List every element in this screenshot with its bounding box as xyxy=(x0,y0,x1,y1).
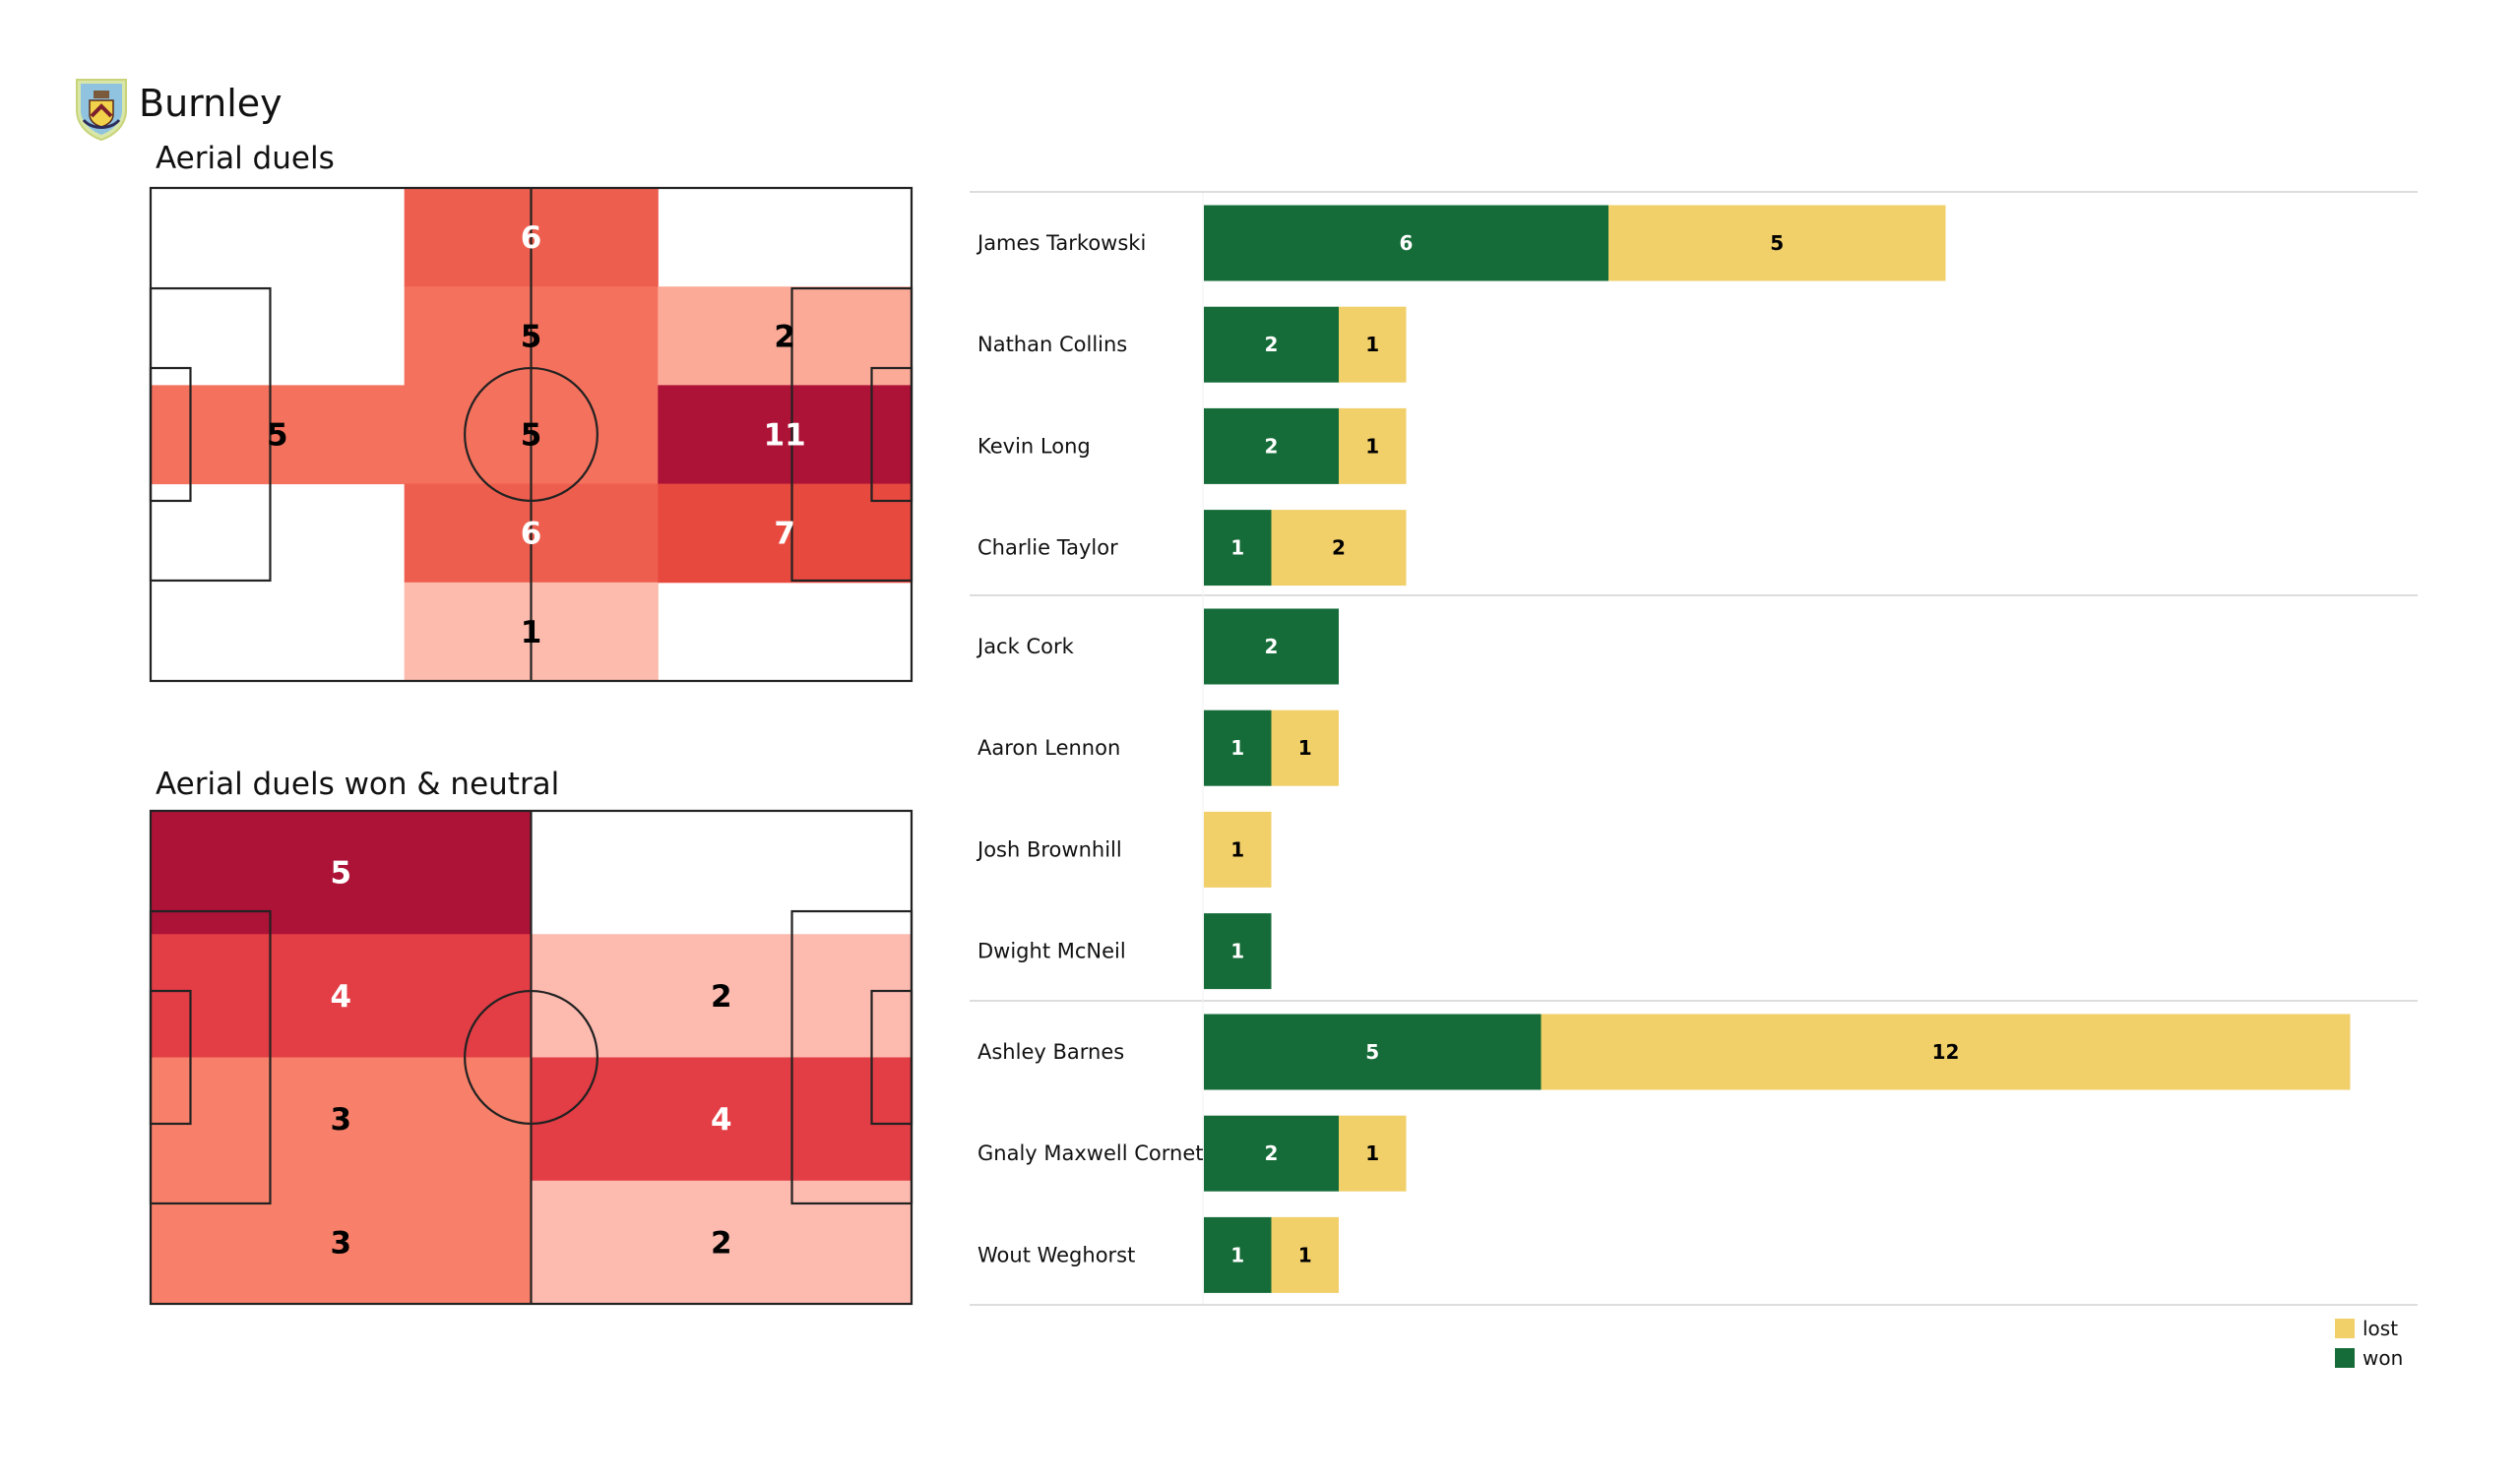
heatmap-cell-label: 4 xyxy=(330,979,351,1015)
bar-segment-won xyxy=(1204,205,1608,281)
team-name: Burnley xyxy=(139,82,283,125)
bar-value-label-lost: 2 xyxy=(1332,536,1346,560)
pitch-markings xyxy=(149,809,914,1306)
right-six-yard-box xyxy=(870,989,914,1126)
heatmap-cell xyxy=(658,385,913,485)
bar-segment-lost xyxy=(1339,407,1407,484)
legend: lost won xyxy=(2335,1317,2403,1370)
heatmap-cell-label: 3 xyxy=(330,1225,351,1261)
bar-segment-won xyxy=(1204,608,1339,685)
heatmap-cell-label: 1 xyxy=(521,615,542,650)
bar-segment-lost xyxy=(1271,510,1407,586)
pitch-markings xyxy=(149,186,914,683)
bar-value-label-won: 1 xyxy=(1230,1243,1244,1266)
center-circle xyxy=(464,366,598,503)
legend-label-lost: lost xyxy=(2362,1317,2398,1340)
bar-value-label-lost: 1 xyxy=(1365,333,1379,356)
bar-segment-lost xyxy=(1271,709,1339,786)
player-name-label: Kevin Long xyxy=(977,434,1091,458)
player-name-label: Josh Brownhill xyxy=(976,837,1122,861)
heatmap-cell xyxy=(658,483,913,584)
player-name-label: James Tarkowski xyxy=(976,231,1146,255)
bar-segment-won xyxy=(1204,306,1339,383)
heatmap-cell xyxy=(151,811,532,935)
heatmap-cell xyxy=(151,1180,532,1305)
bar-value-label-won: 2 xyxy=(1265,1141,1279,1165)
bar-value-label-lost: 1 xyxy=(1298,1243,1312,1266)
player-name-label: Charlie Taylor xyxy=(977,536,1118,560)
heatmap-aerial-duels-won-neutral: 5 4 3 3 2 4 2 xyxy=(149,809,914,1306)
left-six-yard-box xyxy=(149,366,192,503)
bar-segment-won xyxy=(1204,1216,1272,1293)
heatmap-cell xyxy=(531,1180,913,1305)
player-name-label: Jack Cork xyxy=(976,635,1075,658)
heatmap-title-aerial-duels-won-neutral: Aerial duels won & neutral xyxy=(156,767,560,802)
player-name-label: Aaron Lennon xyxy=(977,736,1120,760)
heatmap-cell-label: 7 xyxy=(774,517,795,552)
bar-segment-lost xyxy=(1339,306,1407,383)
bar-segment-lost xyxy=(1541,1014,2351,1090)
right-six-yard-box xyxy=(870,366,914,503)
bar-value-label-won: 1 xyxy=(1230,536,1244,560)
legend-swatch-lost xyxy=(2335,1319,2355,1338)
heatmap-cell-label: 5 xyxy=(267,418,288,454)
legend-label-won: won xyxy=(2362,1346,2403,1370)
heatmap-cell-label: 4 xyxy=(711,1102,732,1138)
player-name-label: Dwight McNeil xyxy=(977,940,1126,963)
bar-value-label-lost: 12 xyxy=(1932,1040,1960,1064)
bar-segment-lost xyxy=(1608,205,1946,281)
player-name-label: Ashley Barnes xyxy=(977,1040,1124,1064)
bar-value-label-won: 1 xyxy=(1230,736,1244,760)
heatmap-title-aerial-duels: Aerial duels xyxy=(156,141,335,176)
heatmap-cell-label: 11 xyxy=(764,418,806,454)
bar-value-label-won: 2 xyxy=(1265,635,1279,658)
bar-value-label-won: 2 xyxy=(1265,434,1279,458)
bar-value-label-won: 2 xyxy=(1265,333,1279,356)
bar-segment-won xyxy=(1204,709,1272,786)
left-six-yard-box xyxy=(149,989,192,1126)
bar-value-label-lost: 1 xyxy=(1298,736,1312,760)
bar-value-label-won: 5 xyxy=(1365,1040,1379,1064)
heatmap-cell-label: 6 xyxy=(521,220,542,256)
bar-segment-lost xyxy=(1204,811,1272,888)
center-circle xyxy=(464,989,598,1126)
bar-segment-lost xyxy=(1339,1115,1407,1192)
team-crest-icon xyxy=(74,77,129,142)
bar-segment-won xyxy=(1204,407,1339,484)
bar-value-label-lost: 1 xyxy=(1230,837,1244,861)
heatmap-cell-label: 2 xyxy=(711,979,732,1015)
heatmap-cell-label: 2 xyxy=(711,1225,732,1261)
bar-value-label-won: 1 xyxy=(1230,940,1244,963)
heatmap-cell xyxy=(151,385,406,485)
player-name-label: Gnaly Maxwell Cornet xyxy=(977,1141,1203,1165)
bar-value-label-lost: 1 xyxy=(1365,434,1379,458)
legend-swatch-won xyxy=(2335,1348,2355,1368)
bar-segment-lost xyxy=(1271,1216,1339,1293)
heatmap-cell-label: 3 xyxy=(330,1102,351,1138)
heatmap-cell-label: 6 xyxy=(521,517,542,552)
bar-value-label-lost: 5 xyxy=(1770,231,1784,255)
bar-segment-won xyxy=(1204,913,1272,990)
player-name-label: Wout Weghorst xyxy=(977,1243,1135,1266)
heatmap-cell-label: 5 xyxy=(521,418,542,454)
heatmap-cell-label: 5 xyxy=(521,319,542,354)
bar-value-label-lost: 1 xyxy=(1365,1141,1379,1165)
heatmap-cell-label: 5 xyxy=(330,856,351,892)
heatmap-cell xyxy=(658,286,913,386)
bar-segment-won xyxy=(1204,1115,1339,1192)
heatmap-aerial-duels: 5 6 5 5 6 1 2 11 7 xyxy=(149,186,914,683)
player-name-label: Nathan Collins xyxy=(977,333,1127,356)
bar-segment-won xyxy=(1204,1014,1542,1090)
bar-value-label-won: 6 xyxy=(1400,231,1414,255)
heatmap-cell-label: 2 xyxy=(774,319,795,354)
bar-segment-won xyxy=(1204,510,1272,586)
